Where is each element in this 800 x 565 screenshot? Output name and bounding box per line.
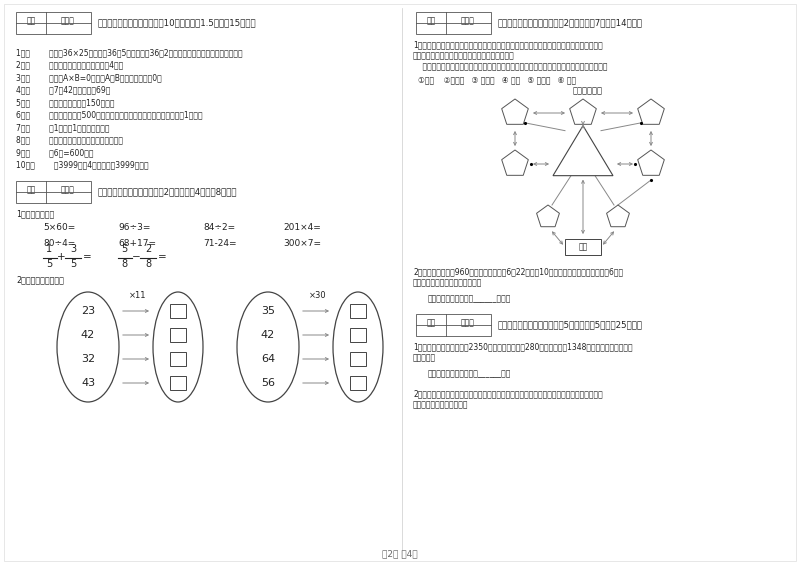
Text: 1: 1 — [46, 244, 52, 254]
Text: 答：这列火车每小时行______千米。: 答：这列火车每小时行______千米。 — [428, 294, 511, 303]
Text: 2、王大伯家有一块菜地，他把其中的七分之二种白菜，七分之三种萝卜，种白菜和萝卜的地: 2、王大伯家有一块菜地，他把其中的七分之二种白菜，七分之三种萝卜，种白菜和萝卜的… — [413, 389, 602, 398]
Text: 1、走进动物园大门，正北面是狮子山和熊猫馆，狮子山的东侧是飞禽馆，四侧是猴园，大象: 1、走进动物园大门，正北面是狮子山和熊猫馆，狮子山的东侧是飞禽馆，四侧是猴园，大… — [413, 40, 602, 49]
Text: 68+17=: 68+17= — [118, 239, 156, 248]
Text: 书多少本？: 书多少本？ — [413, 353, 436, 362]
Text: 答：现在图书室有故事书______本。: 答：现在图书室有故事书______本。 — [428, 369, 511, 378]
Text: 80÷4=: 80÷4= — [43, 239, 75, 248]
Bar — [170, 376, 186, 390]
Text: 馆和鱼馆的场地分别在动物园的东北角和西北角。: 馆和鱼馆的场地分别在动物园的东北角和西北角。 — [413, 51, 514, 60]
Text: 6．（        ）小明家离学校500米，他每天上学、回家，一个来回一共要走1千米。: 6．（ ）小明家离学校500米，他每天上学、回家，一个来回一共要走1千米。 — [16, 111, 202, 120]
Text: 35: 35 — [261, 306, 275, 316]
Text: 8: 8 — [121, 259, 127, 269]
Text: 84÷2=: 84÷2= — [203, 223, 235, 232]
Text: 23: 23 — [81, 306, 95, 316]
Text: 96÷3=: 96÷3= — [118, 223, 150, 232]
Polygon shape — [606, 205, 630, 227]
Text: 7．（        ）1吨铁与1吨棉花一样重。: 7．（ ）1吨铁与1吨棉花一样重。 — [16, 123, 110, 132]
Text: 2．（        ）正方形的周长是它的边长的4倍。: 2．（ ）正方形的周长是它的边长的4倍。 — [16, 60, 123, 69]
Polygon shape — [553, 125, 613, 176]
Text: 1、学校图书室原有故事书2350本，现在又买来了280本，并借出了1348本，现在图书室有故事: 1、学校图书室原有故事书2350本，现在又买来了280本，并借出了1348本，现… — [413, 342, 633, 351]
Text: 5×60=: 5×60= — [43, 223, 75, 232]
Text: =: = — [158, 252, 166, 262]
Text: 8．（        ）小明面对着东方时，背对着西方。: 8．（ ）小明面对着东方时，背对着西方。 — [16, 136, 123, 145]
Text: 评卷人: 评卷人 — [61, 16, 75, 25]
Text: 动物园导游图: 动物园导游图 — [573, 86, 603, 95]
Bar — [170, 328, 186, 342]
Text: 3．（        ）如果A×B=0，那么A和B中至少有一个是0。: 3．（ ）如果A×B=0，那么A和B中至少有一个是0。 — [16, 73, 162, 82]
Text: 32: 32 — [81, 354, 95, 364]
Text: 1．直接写得数。: 1．直接写得数。 — [16, 209, 54, 218]
Bar — [16, 12, 91, 34]
Text: 一共是这块地的几分之几？: 一共是这块地的几分之几？ — [413, 400, 469, 409]
Bar — [170, 304, 186, 318]
Text: −: − — [132, 252, 140, 262]
Text: 2、甲乙两城铁路长960千米，一列客车于6月22日上午10时从甲城开往乙城，当日晚上6时到: 2、甲乙两城铁路长960千米，一列客车于6月22日上午10时从甲城开往乙城，当日… — [413, 267, 623, 276]
Bar — [416, 12, 491, 34]
Polygon shape — [537, 205, 559, 227]
Text: =: = — [82, 252, 91, 262]
Text: 9．（        ）6分=600秒。: 9．（ ）6分=600秒。 — [16, 148, 94, 157]
Text: 300×7=: 300×7= — [283, 239, 321, 248]
Bar — [350, 352, 366, 366]
Text: 5: 5 — [46, 259, 52, 269]
Text: 根据小强的描述，请你把这些动物场馆所在的位置，在动物园的导游图上用序号表示出来。: 根据小强的描述，请你把这些动物场馆所在的位置，在动物园的导游图上用序号表示出来。 — [413, 62, 607, 71]
Polygon shape — [638, 150, 664, 175]
Text: 五、认真思考，综合能力（共2小题，每题7分，共14分）。: 五、认真思考，综合能力（共2小题，每题7分，共14分）。 — [498, 19, 643, 28]
Text: 5: 5 — [121, 244, 127, 254]
Text: 3: 3 — [70, 244, 76, 254]
Text: ×30: ×30 — [309, 292, 327, 301]
Text: 得分: 得分 — [26, 16, 36, 25]
Text: 201×4=: 201×4= — [283, 223, 321, 232]
Bar — [565, 239, 601, 255]
Polygon shape — [570, 99, 596, 124]
Text: 10．（        ）3999克与4千克相比，3999克重。: 10．（ ）3999克与4千克相比，3999克重。 — [16, 160, 149, 170]
Text: 六、运用知识，解决问题（共5小题，每题5分，共25分）。: 六、运用知识，解决问题（共5小题，每题5分，共25分）。 — [498, 320, 643, 329]
Text: 43: 43 — [81, 378, 95, 388]
Polygon shape — [502, 99, 528, 124]
Text: ①狮山    ②熊猫馆   ③ 飞禽馆   ④ 猴园   ⑤ 大象馆   ⑥ 鱼馆: ①狮山 ②熊猫馆 ③ 飞禽馆 ④ 猴园 ⑤ 大象馆 ⑥ 鱼馆 — [418, 75, 576, 84]
Ellipse shape — [57, 292, 119, 402]
Text: 第2页 共4页: 第2页 共4页 — [382, 549, 418, 558]
Ellipse shape — [333, 292, 383, 402]
Text: 4．（        ）7个42相加的和是69。: 4．（ ）7个42相加的和是69。 — [16, 85, 110, 94]
Polygon shape — [502, 150, 528, 175]
Bar — [416, 314, 491, 336]
Polygon shape — [638, 99, 664, 124]
Bar — [350, 376, 366, 390]
Text: 42: 42 — [81, 330, 95, 340]
Text: ×11: ×11 — [130, 292, 146, 301]
Text: 达，这列火车每小时行多少千米？: 达，这列火车每小时行多少千米？ — [413, 278, 482, 287]
Text: 得分: 得分 — [426, 319, 436, 328]
Text: 5: 5 — [70, 259, 76, 269]
Text: 评卷人: 评卷人 — [461, 319, 475, 328]
Text: +: + — [57, 252, 66, 262]
Text: 64: 64 — [261, 354, 275, 364]
Text: 三、仔细推敲，正确判断（共10小题，每题1.5分，共15分）。: 三、仔细推敲，正确判断（共10小题，每题1.5分，共15分）。 — [98, 19, 257, 28]
Bar — [170, 352, 186, 366]
Text: 大门: 大门 — [578, 242, 588, 251]
Text: 2．算一算，填一填。: 2．算一算，填一填。 — [16, 275, 64, 284]
Text: 5．（        ）一本故事书约重150千克。: 5．（ ）一本故事书约重150千克。 — [16, 98, 114, 107]
Ellipse shape — [153, 292, 203, 402]
Text: 1．（        ）计算36×25时，先把36和5相乘，再把36和2相乘，最后把两次乘得的结果相加。: 1．（ ）计算36×25时，先把36和5相乘，再把36和2相乘，最后把两次乘得的… — [16, 48, 242, 57]
Bar — [350, 328, 366, 342]
Text: 2: 2 — [145, 244, 151, 254]
Text: 四、看清题目，细心计算（共2小题，每题4分，共8分）。: 四、看清题目，细心计算（共2小题，每题4分，共8分）。 — [98, 188, 238, 197]
Text: 评卷人: 评卷人 — [461, 16, 475, 25]
Text: 42: 42 — [261, 330, 275, 340]
Text: 71-24=: 71-24= — [203, 239, 237, 248]
Text: 得分: 得分 — [426, 16, 436, 25]
Bar — [350, 304, 366, 318]
Bar — [16, 181, 91, 203]
Text: 8: 8 — [145, 259, 151, 269]
Text: 得分: 得分 — [26, 185, 36, 194]
Ellipse shape — [237, 292, 299, 402]
Text: 评卷人: 评卷人 — [61, 185, 75, 194]
Text: 56: 56 — [261, 378, 275, 388]
